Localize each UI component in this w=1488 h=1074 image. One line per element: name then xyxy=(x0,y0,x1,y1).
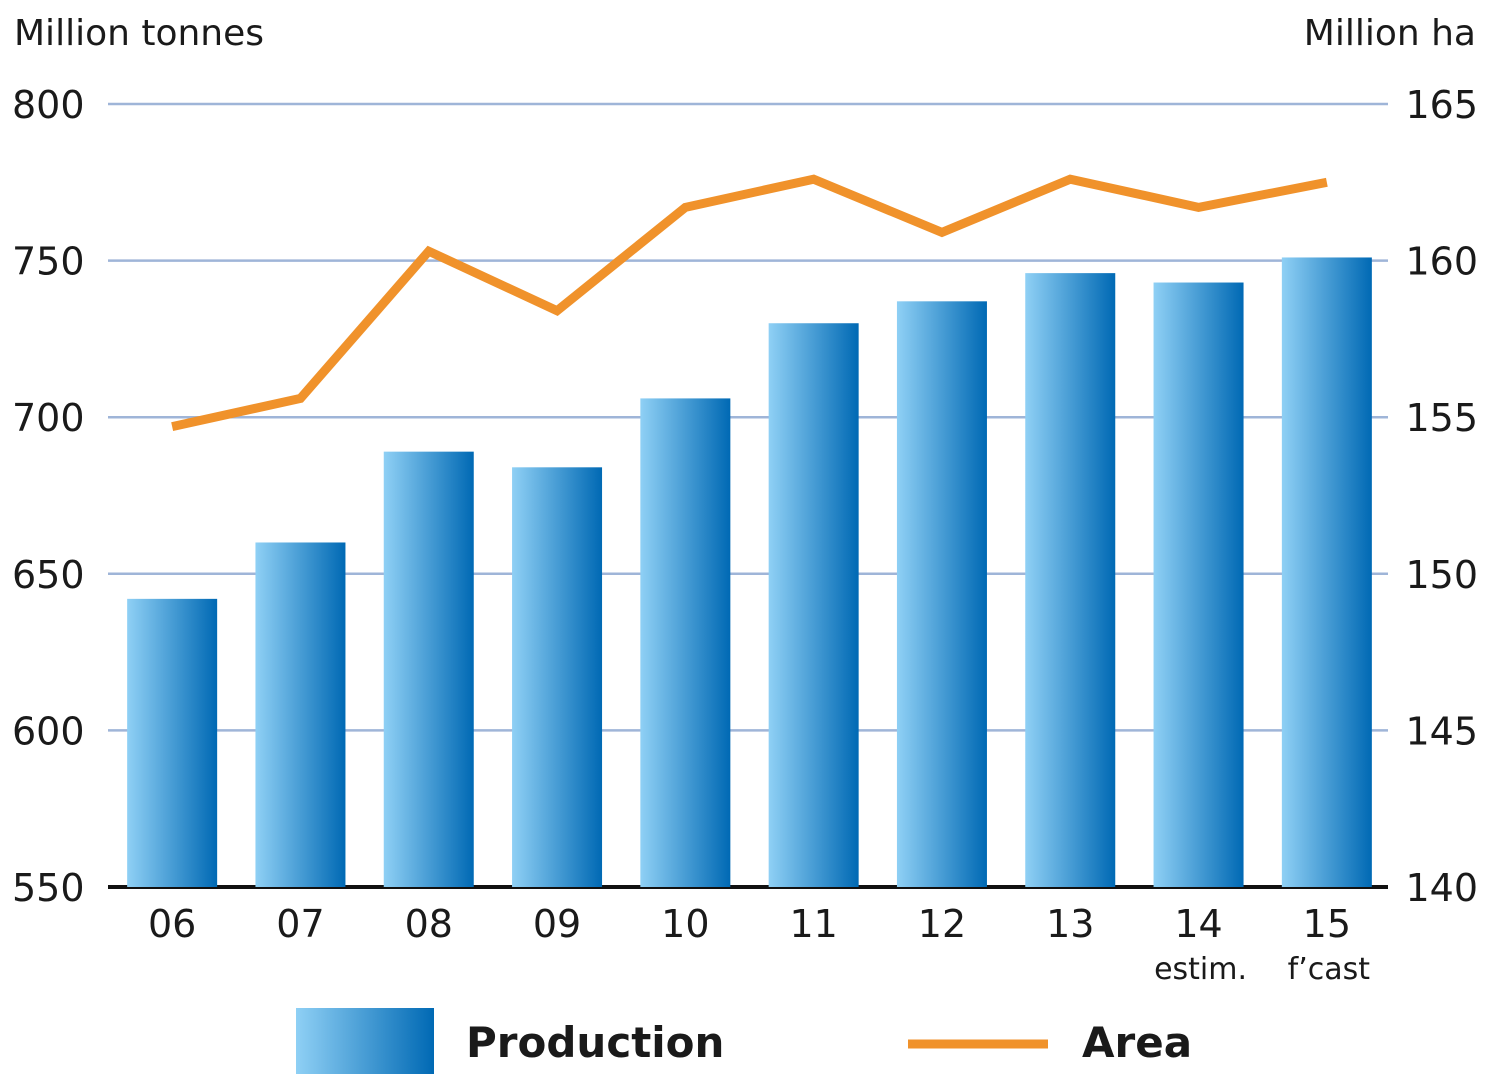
left-tick-label: 800 xyxy=(12,83,85,127)
production-bar xyxy=(127,598,218,887)
x-tick-label: 15 xyxy=(1303,902,1351,946)
right-tick-label: 155 xyxy=(1405,396,1478,440)
area-line xyxy=(171,174,1328,431)
production-bar xyxy=(1281,257,1372,887)
right-tick-label: 145 xyxy=(1405,709,1478,753)
x-tick-label: 08 xyxy=(405,902,453,946)
left-tick-label: 700 xyxy=(12,396,85,440)
right-tick-label: 165 xyxy=(1405,83,1478,127)
production-bars xyxy=(127,257,1372,887)
legend-production-swatch xyxy=(296,1008,434,1074)
right-tick-label: 140 xyxy=(1405,866,1478,910)
legend: Production Area xyxy=(296,1008,1192,1074)
x-tick-label: 13 xyxy=(1046,902,1094,946)
left-tick-label: 600 xyxy=(12,709,85,753)
right-axis-title: Million ha xyxy=(1304,13,1476,54)
production-bar xyxy=(512,467,603,887)
left-tick-label: 750 xyxy=(12,240,85,284)
x-tick-sublabel: estim. xyxy=(1154,952,1247,987)
area-line-group xyxy=(171,174,1328,431)
x-tick-label: 09 xyxy=(533,902,581,946)
legend-area-label: Area xyxy=(1082,1018,1192,1067)
production-bar xyxy=(383,451,474,887)
legend-production-label: Production xyxy=(466,1018,724,1067)
left-tick-label: 550 xyxy=(12,866,85,910)
x-tick-label: 06 xyxy=(148,902,196,946)
production-bar xyxy=(640,398,731,887)
production-bar xyxy=(255,542,346,887)
x-tick-label: 07 xyxy=(276,902,324,946)
production-bar xyxy=(896,301,987,887)
left-tick-label: 650 xyxy=(12,553,85,597)
left-axis-title: Million tonnes xyxy=(14,13,264,54)
x-tick-label: 11 xyxy=(789,902,837,946)
tick-labels: 550 600 650 700 750 800 140 145 150 155 160 165 06 07… xyxy=(12,83,1478,987)
x-tick-label: 12 xyxy=(918,902,966,946)
right-tick-label: 160 xyxy=(1405,240,1478,284)
x-tick-sublabel: f’cast xyxy=(1288,952,1371,987)
production-bar xyxy=(1153,282,1244,887)
production-bar xyxy=(768,323,859,887)
x-tick-label: 10 xyxy=(661,902,709,946)
production-bar xyxy=(1025,273,1116,887)
x-tick-label: 14 xyxy=(1174,902,1222,946)
right-tick-label: 150 xyxy=(1405,553,1478,597)
